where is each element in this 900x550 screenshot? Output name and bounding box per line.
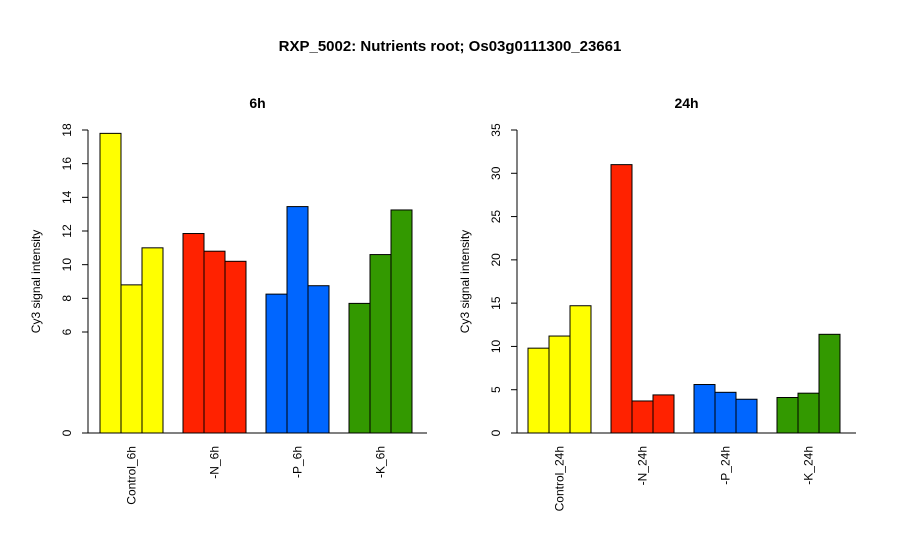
y-tick-label: 0 xyxy=(489,429,503,436)
bar xyxy=(286,206,309,434)
bar xyxy=(203,250,226,434)
y-tick-label: 10 xyxy=(60,258,74,272)
bar xyxy=(348,302,371,434)
x-category-label: -K_24h xyxy=(802,446,816,485)
y-tick-label: 0 xyxy=(60,429,74,436)
bar xyxy=(527,347,550,434)
y-tick-label: 30 xyxy=(489,166,503,180)
bar xyxy=(265,293,288,434)
y-tick-label: 8 xyxy=(60,295,74,302)
bar xyxy=(120,284,143,434)
y-tick-label: 6 xyxy=(60,328,74,335)
x-category-label: -N_6h xyxy=(208,446,222,479)
bar xyxy=(610,164,633,434)
y-tick-label: 16 xyxy=(60,157,74,171)
bar xyxy=(390,209,413,434)
bar xyxy=(369,254,392,434)
bar xyxy=(224,260,247,434)
bar xyxy=(548,335,571,434)
bar xyxy=(307,285,330,434)
y-axis-label: Cy3 signal intensity xyxy=(458,230,472,333)
x-category-label: -N_24h xyxy=(636,446,650,485)
bar xyxy=(141,247,164,434)
bar xyxy=(735,398,758,434)
x-category-label: -K_6h xyxy=(374,446,388,478)
y-tick-label: 5 xyxy=(489,386,503,393)
y-axis-label: Cy3 signal intensity xyxy=(29,230,43,333)
bar xyxy=(182,233,205,434)
panel-title: 6h xyxy=(249,95,265,111)
y-tick-label: 25 xyxy=(489,210,503,224)
y-tick-label: 10 xyxy=(489,339,503,353)
y-tick-label: 15 xyxy=(489,296,503,310)
bar xyxy=(818,333,841,434)
figure-title: RXP_5002: Nutrients root; Os03g0111300_2… xyxy=(278,38,622,55)
y-tick-label: 18 xyxy=(60,123,74,137)
panel-title: 24h xyxy=(674,95,698,111)
x-category-label: Control_6h xyxy=(125,446,139,505)
bar xyxy=(693,384,716,434)
y-tick-label: 20 xyxy=(489,253,503,267)
bar xyxy=(714,391,737,434)
y-tick-label: 12 xyxy=(60,224,74,238)
y-tick-label: 14 xyxy=(60,190,74,204)
bar xyxy=(99,132,122,434)
y-tick-label: 35 xyxy=(489,123,503,137)
x-category-label: -P_6h xyxy=(291,446,305,478)
x-category-label: Control_24h xyxy=(553,446,567,511)
bar xyxy=(631,400,654,434)
bar xyxy=(797,392,820,434)
bar xyxy=(569,305,592,434)
bar xyxy=(652,394,675,434)
bar xyxy=(776,397,799,434)
x-category-label: -P_24h xyxy=(719,446,733,485)
